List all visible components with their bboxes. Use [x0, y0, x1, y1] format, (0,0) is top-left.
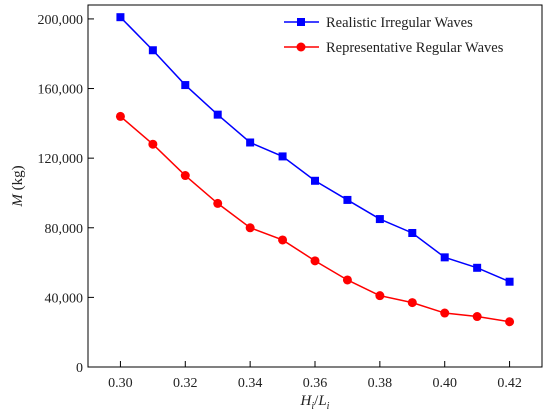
- data-point-square: [181, 81, 190, 90]
- data-point-square: [440, 253, 449, 262]
- x-tick-label: 0.40: [432, 376, 457, 391]
- x-axis-l: L: [317, 393, 326, 409]
- data-point-circle: [115, 111, 125, 121]
- x-axis-h: H: [300, 393, 313, 409]
- y-tick-label: 120,000: [38, 152, 84, 167]
- legend-marker-regular: [296, 42, 306, 52]
- data-point-square: [473, 263, 482, 272]
- x-axis-title: Hi/Li: [300, 393, 330, 412]
- data-point-square: [343, 195, 352, 204]
- data-point-square: [246, 138, 255, 147]
- legend: Realistic Irregular Waves Representative…: [284, 15, 504, 56]
- x-axis-h-sub: i: [311, 401, 314, 412]
- legend-item-regular: Representative Regular Waves: [284, 40, 504, 56]
- y-tick-label: 80,000: [45, 222, 84, 237]
- data-point-circle: [148, 139, 158, 149]
- y-axis: 0 40,000 80,000 120,000 160,000 200,000: [38, 13, 94, 376]
- y-tick-label: 40,000: [45, 291, 84, 306]
- x-tick-label: 0.36: [303, 376, 328, 391]
- data-point-circle: [310, 256, 320, 266]
- data-point-square: [408, 228, 417, 237]
- data-point-square: [505, 277, 514, 286]
- series-layer: [115, 13, 515, 327]
- y-axis-symbol: M: [10, 193, 26, 208]
- data-point-square: [116, 13, 125, 22]
- data-point-square: [375, 215, 384, 224]
- data-point-square: [278, 152, 287, 161]
- y-tick-label: 200,000: [38, 13, 84, 28]
- y-axis-title: M (kg): [10, 165, 26, 207]
- data-point-circle: [213, 198, 223, 208]
- x-tick-label: 0.38: [368, 376, 393, 391]
- x-tick-label: 0.32: [173, 376, 198, 391]
- x-tick-label: 0.30: [108, 376, 133, 391]
- x-axis-l-sub: i: [327, 401, 330, 412]
- legend-label-irregular: Realistic Irregular Waves: [326, 15, 473, 31]
- y-tick-label: 0: [76, 361, 83, 376]
- data-point-square: [311, 176, 319, 185]
- data-point-circle: [245, 223, 255, 233]
- data-point-circle: [375, 291, 385, 301]
- y-tick-label: 160,000: [38, 83, 84, 98]
- legend-label-regular: Representative Regular Waves: [326, 40, 504, 56]
- plot-frame: [87, 4, 543, 368]
- data-point-circle: [342, 275, 352, 285]
- data-point-square: [213, 110, 222, 119]
- data-point-circle: [180, 171, 190, 181]
- data-point-circle: [440, 308, 450, 318]
- data-point-circle: [407, 298, 417, 308]
- x-tick-label: 0.42: [497, 376, 522, 391]
- x-tick-label: 0.34: [238, 376, 263, 391]
- x-axis-slash: /: [314, 393, 319, 409]
- data-point-circle: [278, 235, 288, 245]
- data-point-circle: [505, 317, 515, 327]
- legend-marker-irregular: [297, 18, 305, 26]
- series-line-1: [119, 115, 510, 323]
- data-point-circle: [472, 312, 482, 322]
- legend-item-irregular: Realistic Irregular Waves: [284, 15, 473, 31]
- y-axis-unit: (kg): [10, 165, 26, 194]
- series-line-0: [119, 16, 510, 283]
- data-point-square: [148, 46, 157, 55]
- x-axis: 0.30 0.32 0.34 0.36 0.38 0.40 0.42: [108, 361, 522, 391]
